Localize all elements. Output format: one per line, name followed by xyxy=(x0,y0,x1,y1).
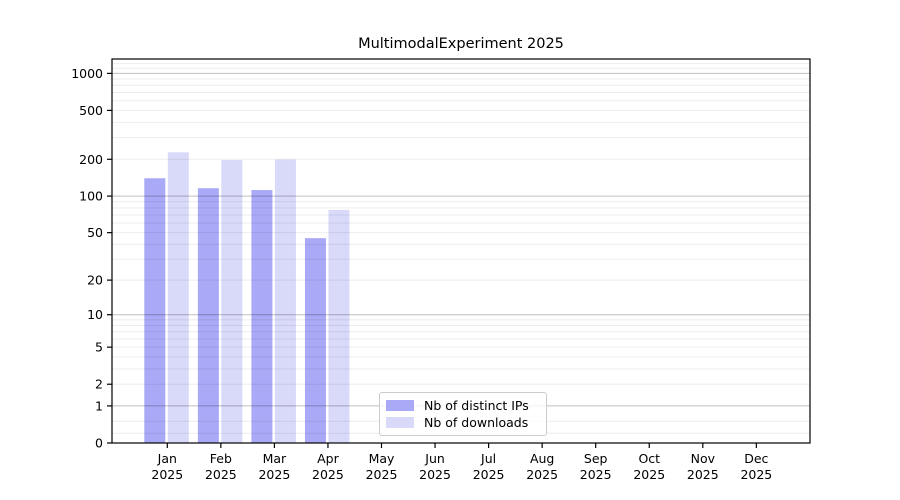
x-tick-label-month: Feb xyxy=(210,451,232,466)
x-tick-label-year: 2025 xyxy=(366,467,398,482)
x-tick-label-month: Jul xyxy=(480,451,496,466)
legend: Nb of distinct IPs Nb of downloads xyxy=(379,392,547,436)
y-tick-label: 2 xyxy=(95,377,103,392)
x-tick-label-month: Dec xyxy=(744,451,768,466)
legend-item-downloads: Nb of downloads xyxy=(386,414,538,431)
bar-distinct-ips-jan xyxy=(144,178,166,444)
bar-distinct-ips-mar xyxy=(251,190,273,443)
x-tick-label-year: 2025 xyxy=(687,467,719,482)
y-tick-label: 1000 xyxy=(71,66,103,81)
legend-label-downloads: Nb of downloads xyxy=(424,415,529,431)
legend-label-distinct-ips: Nb of distinct IPs xyxy=(424,397,529,413)
bar-distinct-ips-apr xyxy=(304,238,326,443)
x-tick-label-year: 2025 xyxy=(633,467,665,482)
legend-item-distinct-ips: Nb of distinct IPs xyxy=(386,397,538,414)
bar-downloads-feb xyxy=(221,160,243,444)
y-tick-label: 500 xyxy=(79,103,103,118)
y-tick-label: 1 xyxy=(95,398,103,413)
x-tick-label-year: 2025 xyxy=(580,467,612,482)
x-tick-label-month: Jun xyxy=(424,451,445,466)
bar-distinct-ips-feb xyxy=(197,188,219,443)
y-tick-label: 5 xyxy=(95,340,103,355)
x-tick-label-year: 2025 xyxy=(205,467,237,482)
bar-downloads-jan xyxy=(167,152,189,443)
x-tick-label-month: Jan xyxy=(157,451,177,466)
x-tick-label-month: Apr xyxy=(317,451,339,466)
x-tick-label-year: 2025 xyxy=(526,467,558,482)
y-tick-label: 20 xyxy=(87,273,103,288)
plot-border xyxy=(111,58,811,444)
x-tick-label-year: 2025 xyxy=(740,467,772,482)
y-tick-label: 50 xyxy=(87,225,103,240)
y-tick-label: 10 xyxy=(87,307,103,322)
legend-swatch-distinct-ips xyxy=(386,399,414,411)
x-tick-label-month: Mar xyxy=(263,451,287,466)
y-tick-label: 200 xyxy=(79,152,103,167)
x-tick-label-year: 2025 xyxy=(258,467,290,482)
bar-downloads-apr xyxy=(328,209,350,443)
x-tick-label-month: Nov xyxy=(691,451,716,466)
x-tick-label-year: 2025 xyxy=(151,467,183,482)
x-tick-label-month: Oct xyxy=(638,451,660,466)
bar-downloads-mar xyxy=(274,159,296,443)
y-tick-label: 100 xyxy=(79,189,103,204)
legend-swatch-downloads xyxy=(386,417,414,429)
x-tick-label-month: Sep xyxy=(584,451,608,466)
x-tick-label-year: 2025 xyxy=(473,467,505,482)
y-tick-label: 0 xyxy=(95,436,103,451)
x-tick-label-month: May xyxy=(369,451,395,466)
chart-title: MultimodalExperiment 2025 xyxy=(358,36,564,52)
x-tick-label-month: Aug xyxy=(530,451,554,466)
x-tick-label-year: 2025 xyxy=(312,467,344,482)
x-tick-label-year: 2025 xyxy=(419,467,451,482)
